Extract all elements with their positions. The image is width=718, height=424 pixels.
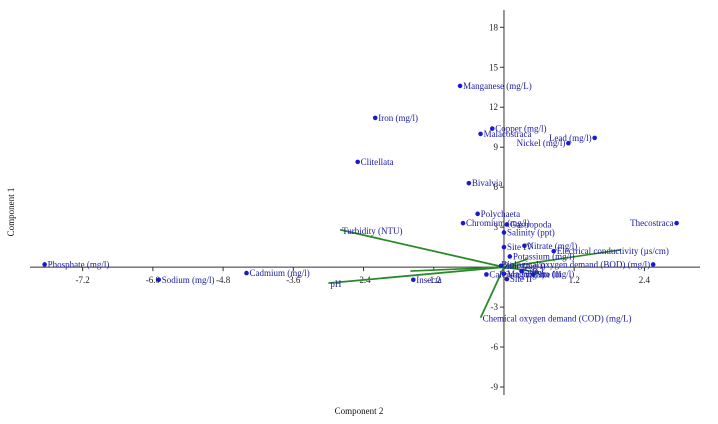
- data-point: [530, 272, 536, 277]
- point-label: Zinc (mg/l): [504, 261, 545, 271]
- point-label: Bivalvia: [472, 178, 503, 188]
- point-label: Site IV: [507, 242, 533, 252]
- data-point: [551, 248, 557, 254]
- vector-layer: Turbidity (NTU) pH Chemical oxygen demand …: [328, 226, 632, 324]
- data-point: [501, 271, 507, 277]
- y-tick-label: -9: [490, 382, 498, 392]
- data-point: [501, 230, 507, 235]
- point-label: Lead (mg/l): [549, 133, 592, 143]
- data-point: [504, 222, 510, 227]
- data-point: [466, 180, 472, 186]
- loading-line: [503, 249, 622, 268]
- point-label: Electrical conductivity (µs/cm): [557, 246, 669, 256]
- y-tick-label: 6: [493, 182, 498, 192]
- data-point: [522, 243, 527, 249]
- point-label: Site II: [510, 274, 532, 284]
- point-label: Chromium (mg/l): [466, 218, 530, 228]
- point-layer: Phosphate (mg/l) Sodium (mg/l) Cadmium (mg…: [42, 81, 679, 285]
- y-tick-label: -6: [490, 342, 498, 352]
- loading-vector: [479, 266, 505, 319]
- point-label: Salinity (ppt): [507, 227, 555, 237]
- data-point: [592, 135, 597, 141]
- x-tick-label: -6.0: [146, 275, 161, 285]
- vector-label: Turbidity (NTU): [342, 226, 402, 236]
- point-label: Nickel (mg/l): [517, 138, 566, 148]
- y-tick-label: 9: [493, 142, 498, 152]
- vector-label: Chemical oxygen demand (COD) (mg/L): [483, 314, 632, 324]
- data-point: [460, 220, 466, 226]
- data-point: [156, 277, 162, 283]
- x-tick-label: -4.8: [216, 275, 231, 285]
- x-tick-label: 2.4: [639, 275, 651, 285]
- data-point: [244, 270, 249, 276]
- point-label: Cadmium (mg/l): [250, 268, 310, 278]
- data-point: [501, 244, 507, 250]
- point-label: Polychaeta: [481, 209, 521, 219]
- data-point: [42, 262, 47, 267]
- point-label: Magnesium (mg/l): [507, 269, 574, 279]
- y-tick-label: 15: [489, 62, 499, 72]
- point-label: Manganese (mg/L): [463, 81, 532, 91]
- data-point: [566, 140, 571, 146]
- data-point: [498, 263, 504, 269]
- y-tick-label: 3: [493, 222, 498, 232]
- point-label: Phosphate (mg/l): [48, 259, 110, 269]
- point-label: Gastropoda: [510, 219, 551, 229]
- data-point: [650, 262, 656, 267]
- axis-layer: -7.2-6.0-4.8-3.6-2.4-1.21.22.4-9-6-33691…: [30, 10, 700, 395]
- y-tick-label: 12: [489, 102, 498, 112]
- loading-line: [503, 258, 528, 268]
- x-tick-label: -3.6: [286, 275, 301, 285]
- data-point: [504, 276, 510, 282]
- point-label: Nitrate (mg/l): [527, 241, 577, 251]
- point-label: Malacostraca: [484, 129, 532, 139]
- point-label: Copper (mg/l): [495, 124, 546, 134]
- x-tick-label: -7.2: [76, 275, 90, 285]
- data-point: [372, 115, 378, 121]
- data-point: [410, 277, 416, 283]
- point-label: Site III: [536, 269, 561, 279]
- data-point: [478, 131, 483, 137]
- data-point: [519, 268, 524, 274]
- data-point: [355, 159, 360, 165]
- point-label: Clitellata: [361, 157, 394, 167]
- data-point: [507, 254, 513, 259]
- point-label: Thecostraca: [630, 218, 673, 228]
- data-point: [475, 211, 480, 217]
- x-tick-label: -1.2: [427, 275, 441, 285]
- vector-label: pH: [330, 279, 342, 289]
- point-label: Sodium (mg/l): [162, 275, 215, 285]
- data-point: [674, 220, 679, 226]
- point-label: Site I: [525, 266, 544, 276]
- loading-vector: [339, 228, 505, 268]
- point-label: Potassium (mg/l): [513, 251, 575, 261]
- point-label: Calcium (mg/l): [489, 269, 544, 279]
- y-tick-label: -3: [490, 302, 498, 312]
- loading-vector: [328, 266, 505, 284]
- data-point: [489, 126, 495, 131]
- data-point: [457, 83, 463, 89]
- y-tick-label: 18: [489, 22, 499, 32]
- y-axis-title: Component 1: [6, 188, 16, 237]
- point-label: Biological oxygen demand (BOD) (mg/l): [501, 259, 650, 269]
- x-axis-title: Component 2: [335, 406, 384, 416]
- data-point: [484, 272, 489, 277]
- point-label: Insecta: [416, 275, 441, 285]
- point-label: Iron (mg/l): [378, 113, 418, 123]
- x-tick-label: 1.2: [569, 275, 580, 285]
